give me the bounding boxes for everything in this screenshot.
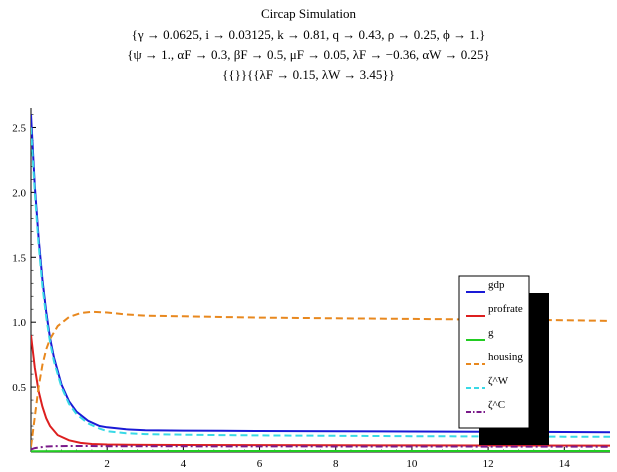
legend-label: ζ^C bbox=[488, 399, 505, 411]
x-tick-label: 2 bbox=[104, 458, 110, 470]
series-layer bbox=[31, 114, 610, 453]
chart-subtitle-line-1: {γ → 0.0625, i → 0.03125, k → 0.81, q → … bbox=[131, 27, 486, 42]
axes: 2 4 6 8 10 12 14 0.5 1.0 1.5 2.0 2.5 bbox=[12, 108, 610, 470]
x-tick-label: 12 bbox=[483, 458, 494, 470]
series-line-housing bbox=[31, 310, 610, 447]
y-tick-label: 1.0 bbox=[12, 317, 26, 329]
legend-box bbox=[458, 275, 530, 429]
x-tick-label: 10 bbox=[406, 458, 418, 470]
chart-subtitle-line-3: {{}}{{λF → 0.15, λW → 3.45}} bbox=[222, 67, 395, 82]
y-tick-label: 2.5 bbox=[12, 122, 26, 134]
legend-label: ζ^W bbox=[488, 375, 509, 387]
y-tick-label: 0.5 bbox=[12, 382, 26, 394]
legend-label: g bbox=[488, 327, 494, 339]
legend-label: profrate bbox=[488, 303, 523, 315]
x-tick-label: 8 bbox=[333, 458, 339, 470]
series-line-gdp bbox=[31, 114, 610, 434]
chart-subtitle-line-2: {ψ → 1., αF → 0.3, βF → 0.5, μF → 0.05, … bbox=[127, 47, 490, 62]
x-tick-label: 4 bbox=[181, 458, 187, 470]
legend-label: gdp bbox=[488, 279, 505, 291]
series-line-w bbox=[31, 127, 610, 438]
x-tick-label: 14 bbox=[559, 458, 571, 470]
x-tick-label: 6 bbox=[257, 458, 263, 470]
legend-label: housing bbox=[488, 351, 523, 363]
legend: gdp profrate g housing ζ^W ζ^C bbox=[458, 275, 549, 445]
series-line-profrate bbox=[31, 335, 610, 447]
series-line-c bbox=[31, 445, 610, 451]
y-tick-label: 2.0 bbox=[12, 187, 26, 199]
chart-title: Circap Simulation bbox=[261, 6, 356, 21]
y-tick-label: 1.5 bbox=[12, 252, 26, 264]
